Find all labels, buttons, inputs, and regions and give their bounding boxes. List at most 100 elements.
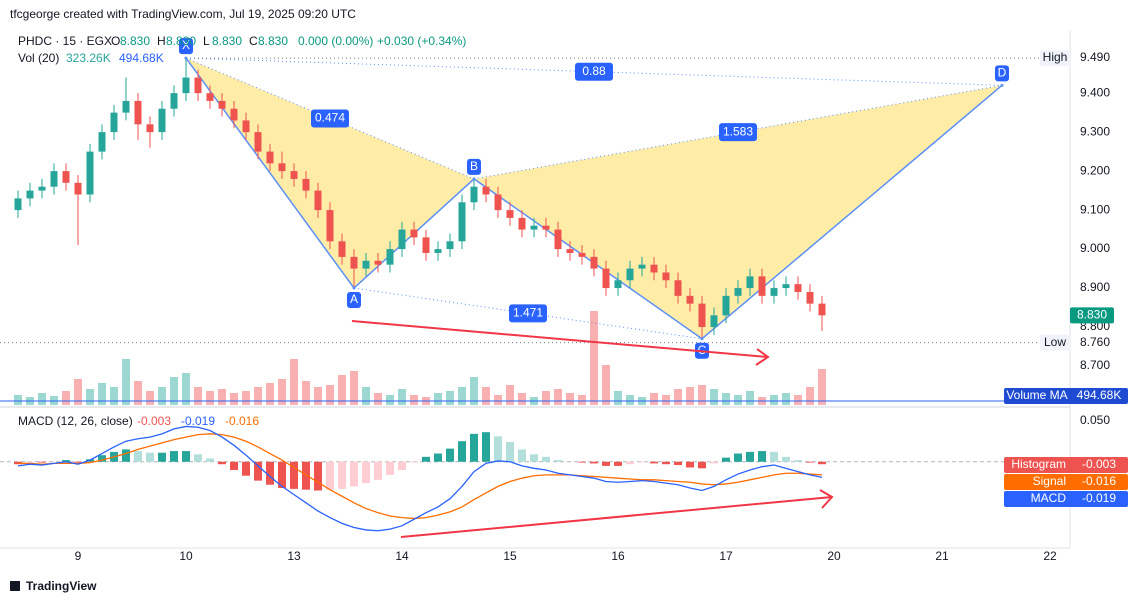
histogram-bar (98, 455, 106, 462)
volume-bar (710, 389, 718, 405)
point-tag (467, 158, 481, 175)
series-name: Signal (1033, 474, 1066, 488)
ohlc-label: H (157, 34, 166, 48)
volume-bar (14, 395, 22, 405)
arrow (351, 320, 769, 358)
arrow-head (755, 348, 770, 366)
candle-body (530, 225, 538, 230)
candle-body (734, 288, 742, 296)
volume-bar (362, 387, 370, 405)
candle-body (134, 100, 142, 125)
histogram-bar (386, 461, 394, 475)
volume-bar (662, 395, 670, 405)
histogram-bar (158, 452, 166, 462)
ratio-tag (311, 109, 349, 128)
histogram-bar (806, 461, 814, 463)
pattern-leg (185, 57, 355, 289)
volume-bar (446, 391, 454, 405)
candle-body (566, 249, 574, 253)
candle-body (206, 93, 214, 101)
volume-bar (578, 395, 586, 405)
pattern-leg (473, 178, 703, 340)
volume-bar (590, 311, 598, 405)
last-price: 8.830 (1077, 308, 1107, 322)
candle-body (86, 151, 94, 195)
candle-body (602, 268, 610, 289)
pattern-point (700, 337, 704, 341)
volume-bar (230, 393, 238, 405)
candle-body (818, 303, 826, 316)
volume-readout: 323.26K (66, 51, 111, 65)
candle-body (434, 249, 442, 253)
histogram-bar (62, 460, 70, 462)
y-tick-label: 8.700 (1080, 358, 1110, 372)
ratio-label: 1.471 (513, 306, 543, 320)
volume-bar (86, 389, 94, 405)
volume-bar (374, 393, 382, 405)
histogram-bar (338, 461, 346, 489)
point-label: D (998, 66, 1007, 80)
volume-bar (206, 391, 214, 405)
histogram-bar (674, 461, 682, 466)
macd-line (18, 433, 823, 520)
candle-body (302, 178, 310, 191)
change: 0.000 (0.00%) (298, 34, 373, 48)
histogram-bar (134, 451, 142, 462)
volume-bar (302, 381, 310, 405)
point-label: B (470, 159, 478, 173)
histogram-bar (74, 461, 82, 463)
volume-bar (74, 379, 82, 405)
histogram-bar (734, 453, 742, 462)
volume-bar (542, 391, 550, 405)
volume-bar (278, 379, 286, 405)
candle-body (506, 210, 514, 218)
histogram-bar (710, 461, 718, 464)
ohlc-label: C (249, 34, 258, 48)
volume-bar (386, 395, 394, 405)
candle-body (110, 112, 118, 133)
volume-bar (182, 373, 190, 405)
volume-bar (626, 395, 634, 405)
volume-bar (458, 387, 466, 405)
volume-bar (806, 387, 814, 405)
series-name: Histogram (1011, 457, 1066, 471)
brand-name: TradingView (26, 579, 97, 593)
candle-body (374, 260, 382, 265)
series: 9.4009.3009.2009.1009.0008.9008.8008.700… (0, 34, 1128, 563)
candle-body (338, 241, 346, 257)
candle-body (446, 241, 454, 250)
candle-body (710, 315, 718, 328)
volume-bar (122, 359, 130, 405)
volume-bar (338, 375, 346, 405)
histogram-bar (482, 432, 490, 462)
volume-bar (314, 387, 322, 405)
volume-bar (650, 393, 658, 405)
volume-bar (266, 383, 274, 405)
histogram-bar (554, 460, 562, 462)
candle-body (314, 190, 322, 211)
candle-body (170, 93, 178, 109)
credit: tfcgeorge created with TradingView.com, … (10, 7, 356, 21)
volume-bar (470, 377, 478, 405)
candle-body (158, 108, 166, 133)
pattern-leg (701, 84, 1003, 340)
pattern-fill (474, 85, 1002, 339)
volume-bar (698, 385, 706, 405)
candle-body (74, 182, 82, 195)
candle-body (422, 237, 430, 253)
low-value: 8.760 (1080, 335, 1110, 349)
volume-bar (602, 365, 610, 405)
volume-bar (770, 395, 778, 405)
candle-body (362, 260, 370, 269)
candle-body (182, 77, 190, 94)
volume-bar (734, 395, 742, 405)
candle-body (698, 303, 706, 328)
histogram-bar (626, 461, 634, 465)
histogram-bar (326, 461, 334, 490)
candle-body (758, 276, 766, 296)
brand: TradingView (10, 579, 97, 593)
candle-body (122, 100, 130, 113)
ratio-tag (575, 62, 613, 81)
high-tag (1040, 50, 1070, 67)
volume-bar (62, 391, 70, 405)
